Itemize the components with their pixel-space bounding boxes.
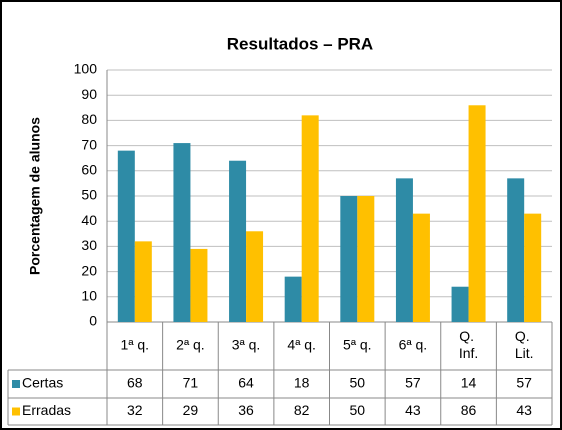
table-value: 32: [127, 402, 143, 418]
legend-label: Erradas: [22, 402, 71, 418]
table-value: 29: [183, 402, 199, 418]
table-value: 50: [350, 375, 366, 391]
chart-title: Resultados – PRA: [227, 34, 373, 53]
x-tick-label: 2ª q.: [176, 337, 205, 353]
legend-swatch: [12, 407, 20, 416]
bar: [301, 115, 319, 322]
bar: [507, 178, 525, 322]
bar: [412, 213, 430, 322]
y-tick-label: 70: [81, 136, 97, 152]
x-tick-label: 3ª q.: [232, 337, 261, 353]
x-tick-label: 1ª q.: [121, 337, 150, 353]
table-value: 68: [127, 375, 143, 391]
table-value: 18: [294, 375, 310, 391]
y-tick-label: 30: [81, 237, 97, 253]
x-tick-label: Q. Lit.: [515, 328, 534, 361]
legend-label: Certas: [22, 375, 63, 391]
table-value: 43: [405, 402, 421, 418]
table-value: 82: [294, 402, 310, 418]
y-tick-label: 90: [81, 86, 97, 102]
bar: [468, 105, 486, 322]
table-value: 14: [461, 375, 477, 391]
legend-swatch: [12, 380, 20, 388]
table-value: 57: [516, 375, 532, 391]
y-tick-label: 0: [89, 313, 97, 329]
bar: [524, 213, 542, 322]
bar: [173, 143, 191, 322]
x-tick-label: 5ª q.: [343, 337, 372, 353]
table-value: 50: [350, 402, 366, 418]
table-value: 86: [461, 402, 477, 418]
y-tick-label: 10: [81, 288, 97, 304]
y-tick-label: 100: [74, 61, 98, 77]
bar: [451, 286, 469, 322]
bar: [395, 178, 413, 322]
x-tick-label: 6ª q.: [399, 337, 428, 353]
bar: [284, 276, 302, 322]
bar: [117, 150, 135, 322]
y-tick-label: 60: [81, 162, 97, 178]
y-tick-label: 50: [81, 187, 97, 203]
y-tick-label: 20: [81, 262, 97, 278]
table-value: 57: [405, 375, 421, 391]
bar: [134, 241, 152, 322]
x-tick-label: 4ª q.: [287, 337, 316, 353]
table-value: 36: [238, 402, 254, 418]
y-tick-label: 80: [81, 111, 97, 127]
bar: [229, 160, 247, 322]
bar: [340, 196, 358, 322]
table-value: 64: [238, 375, 254, 391]
y-tick-label: 40: [81, 212, 97, 228]
table-value: 43: [516, 402, 532, 418]
y-axis-label: Porcentagem de alunos: [27, 117, 43, 275]
x-tick-label: Q. Inf.: [459, 328, 478, 361]
bar: [357, 196, 375, 322]
bar: [246, 231, 264, 322]
table-value: 71: [183, 375, 199, 391]
bar: [190, 248, 208, 322]
